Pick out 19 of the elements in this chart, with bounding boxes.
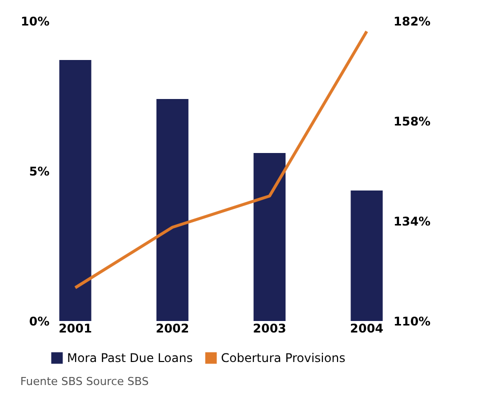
bar (350, 190, 383, 321)
legend-label: Mora Past Due Loans (67, 351, 193, 365)
y2-tick-label: 134% (394, 214, 431, 228)
legend-label: Cobertura Provisions (221, 351, 346, 365)
bar (156, 99, 188, 321)
y-tick-label: 10% (20, 14, 50, 28)
y2-tick-label: 158% (394, 114, 431, 128)
x-tick-label: 2004 (350, 322, 384, 336)
source-note: Fuente SBS Source SBS (20, 375, 149, 388)
line-series (74, 30, 368, 290)
y2-tick-label: 182% (394, 14, 431, 28)
bar (254, 153, 286, 321)
y-tick-label: 5% (29, 164, 50, 178)
x-tick-label: 2002 (156, 322, 190, 336)
x-tick-label: 2001 (58, 322, 92, 336)
x-tick-label: 2003 (252, 322, 286, 336)
y2-tick-label: 110% (394, 314, 431, 328)
bar (59, 60, 92, 321)
y-tick-label: 0% (29, 314, 50, 328)
